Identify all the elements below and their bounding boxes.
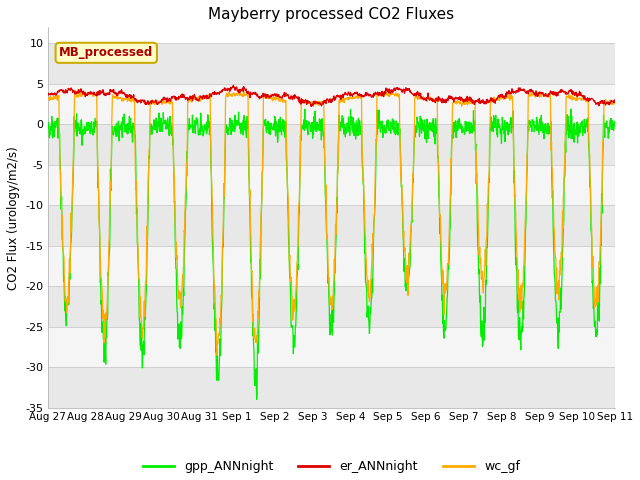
gpp_ANNnight <box>544 120 552 126</box>
wc_gf <box>170 173 178 179</box>
Bar <box>48 246 615 287</box>
gpp_ANNnight <box>420 120 428 126</box>
gpp_ANNnight <box>253 396 260 402</box>
wc_gf <box>611 100 619 106</box>
gpp_ANNnight <box>494 116 502 122</box>
gpp_ANNnight <box>234 122 241 128</box>
er_ANNnight <box>170 93 178 99</box>
wc_gf <box>213 352 221 358</box>
gpp_ANNnight <box>611 123 619 129</box>
wc_gf <box>545 93 552 99</box>
wc_gf <box>44 95 52 101</box>
er_ANNnight <box>156 99 164 105</box>
wc_gf <box>71 87 79 93</box>
Bar <box>48 84 615 124</box>
Bar <box>48 287 615 327</box>
er_ANNnight <box>234 88 242 94</box>
er_ANNnight <box>230 83 237 88</box>
Bar <box>48 165 615 205</box>
Line: gpp_ANNnight: gpp_ANNnight <box>48 109 615 399</box>
Bar <box>48 205 615 246</box>
Text: MB_processed: MB_processed <box>59 46 154 60</box>
Line: wc_gf: wc_gf <box>48 90 615 355</box>
gpp_ANNnight <box>170 169 178 175</box>
wc_gf <box>157 99 164 105</box>
gpp_ANNnight <box>156 129 164 134</box>
gpp_ANNnight <box>44 125 52 131</box>
Legend: gpp_ANNnight, er_ANNnight, wc_gf: gpp_ANNnight, er_ANNnight, wc_gf <box>138 455 525 478</box>
Bar <box>48 327 615 368</box>
gpp_ANNnight <box>567 106 575 112</box>
Bar <box>48 124 615 165</box>
er_ANNnight <box>611 97 619 103</box>
wc_gf <box>234 90 242 96</box>
er_ANNnight <box>545 92 552 98</box>
Y-axis label: CO2 Flux (urology/m2/s): CO2 Flux (urology/m2/s) <box>7 146 20 289</box>
Line: er_ANNnight: er_ANNnight <box>48 85 615 107</box>
er_ANNnight <box>307 104 315 109</box>
Bar <box>48 44 615 84</box>
wc_gf <box>495 95 502 100</box>
er_ANNnight <box>420 96 428 102</box>
er_ANNnight <box>495 93 502 98</box>
Title: Mayberry processed CO2 Fluxes: Mayberry processed CO2 Fluxes <box>209 7 454 22</box>
wc_gf <box>420 96 428 102</box>
Bar <box>48 368 615 408</box>
er_ANNnight <box>44 93 52 98</box>
